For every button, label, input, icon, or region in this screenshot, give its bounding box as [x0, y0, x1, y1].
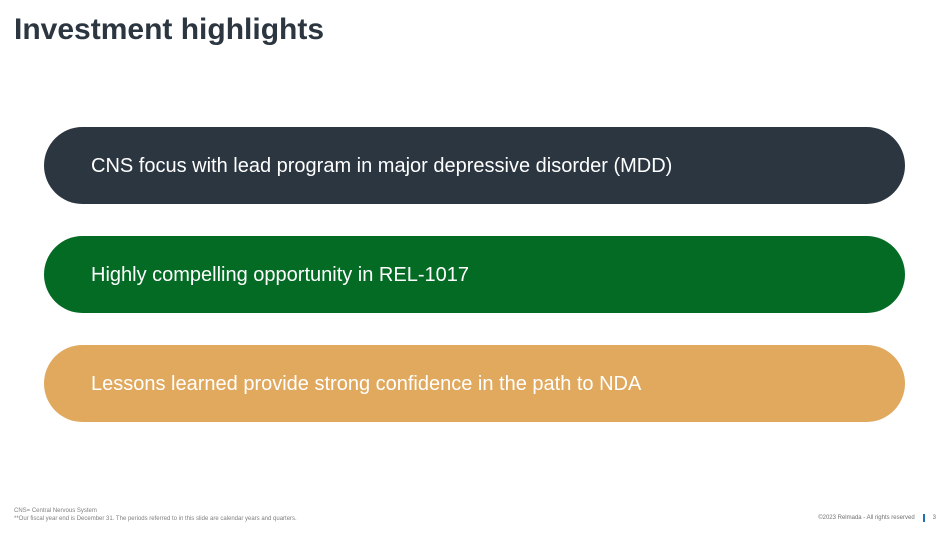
- highlight-item-path-to-nda: Lessons learned provide strong confidenc…: [44, 345, 905, 422]
- page-number: 3: [932, 515, 936, 521]
- slide-title: Investment highlights: [14, 13, 325, 46]
- footnotes: CNS= Central Nervous System **Our fiscal…: [14, 507, 297, 523]
- highlight-text: CNS focus with lead program in major dep…: [91, 154, 673, 177]
- footnote-fiscal-year: **Our fiscal year end is December 31. Th…: [14, 516, 297, 522]
- footnote-cns: CNS= Central Nervous System: [14, 508, 97, 514]
- highlight-item-cns-focus: CNS focus with lead program in major dep…: [44, 127, 905, 204]
- highlight-text: Highly compelling opportunity in REL-101…: [91, 263, 469, 286]
- highlight-text: Lessons learned provide strong confidenc…: [91, 372, 642, 395]
- copyright-text: ©2023 Relmada - All rights reserved: [818, 515, 915, 521]
- slide-footer: ©2023 Relmada - All rights reserved 3: [818, 514, 936, 522]
- footer-divider: [922, 514, 925, 522]
- highlight-item-rel-1017: Highly compelling opportunity in REL-101…: [44, 236, 905, 313]
